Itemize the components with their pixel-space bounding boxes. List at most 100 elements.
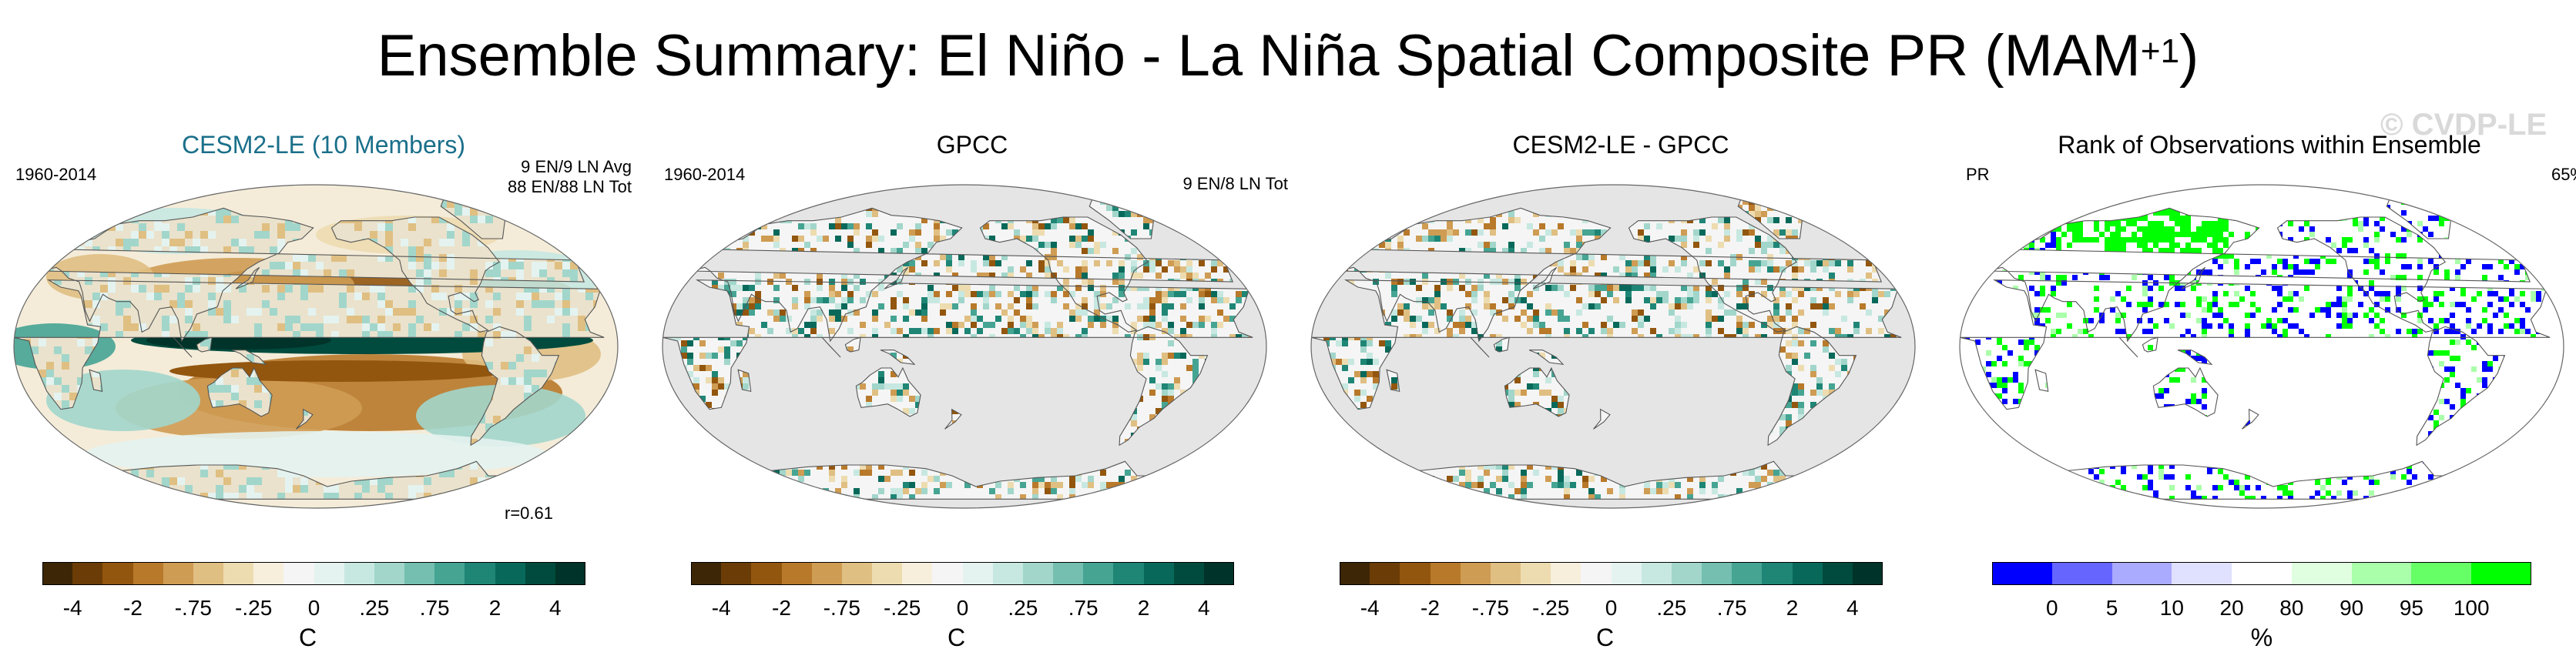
colorbar-swatch <box>691 562 722 585</box>
colorbar-tick-label: 2 <box>488 596 501 620</box>
colorbar-tick-label: 5 <box>2105 596 2118 620</box>
colorbar-swatch <box>751 562 782 585</box>
colorbar-tick-label: -.25 <box>235 596 273 620</box>
coastline-japan <box>2181 266 2206 289</box>
global-map <box>13 184 619 509</box>
colorbar-tick-label: .25 <box>1656 596 1687 620</box>
colorbar-swatch <box>193 562 224 585</box>
colorbar-swatch <box>2471 562 2532 585</box>
panel-difference: CESM2-LE - GPCC -4 -2 -.75 -.25 0 .25 .75 2 4 C <box>1305 123 1937 651</box>
panel-rank: Rank of Observations within Ensemble PR … <box>1954 123 2576 651</box>
colorbar-frame <box>1992 562 2531 585</box>
colorbar-tick-label: 0 <box>1605 596 1618 620</box>
colorbar-tick-label: -2 <box>1420 596 1440 620</box>
coastline-indonesia2 <box>196 336 213 353</box>
coastline-africa <box>1960 279 2551 410</box>
colorbar-swatch <box>2291 562 2353 585</box>
percent-label: 65% <box>2551 165 2576 184</box>
panel-cesm2-le: CESM2-LE (10 Members) 1960-2014 9 EN/9 L… <box>8 123 639 651</box>
colorbar-swatch <box>2172 562 2232 585</box>
period-label: 1960-2014 <box>664 165 746 184</box>
colorbar-swatch <box>872 562 903 585</box>
coastline-nz <box>296 408 314 430</box>
colorbar-swatch <box>555 562 586 585</box>
colorbar-swatch <box>1762 562 1793 585</box>
coastline-nz <box>1593 408 1611 430</box>
colorbar-swatch <box>902 562 933 585</box>
global-map <box>662 184 1267 509</box>
colorbar-swatch <box>1400 562 1431 585</box>
colorbar-tick-label: -.75 <box>1471 596 1509 620</box>
colorbar-tick-label: 100 <box>2453 596 2490 620</box>
coastline-indonesia2 <box>1493 336 1510 353</box>
colorbar-unit-label: C <box>298 624 317 651</box>
coastline-eurasia <box>1987 207 2531 343</box>
coastline-japan <box>1532 266 1558 289</box>
coastline-africa <box>1311 279 1902 410</box>
coastline-nz <box>2242 408 2259 430</box>
colorbar-tick-label: 0 <box>956 596 969 620</box>
coastline-indonesia3 <box>231 350 267 366</box>
colorbar-tick-label: 0 <box>2045 596 2058 620</box>
panel-gpcc: GPCC 1960-2014 9 EN/8 LN Tot -4 -2 -.75 -.2… <box>656 123 1288 651</box>
colorbar-swatch <box>932 562 963 585</box>
colorbar-tick-label: .75 <box>419 596 450 620</box>
coastline-africa <box>14 279 605 410</box>
colorbar-swatch <box>1340 562 1370 585</box>
coastline-eurasia <box>1338 207 1883 343</box>
map-border <box>1959 184 2564 509</box>
colorbar-swatch <box>102 562 133 585</box>
variable-label: PR <box>1966 165 1990 184</box>
panel-title: Rank of Observations within Ensemble <box>2058 131 2481 159</box>
colorbar-swatch <box>1641 562 1672 585</box>
colorbar-tick-label: .75 <box>1068 596 1098 620</box>
page-title: Ensemble Summary: El Niño - La Niña Spat… <box>377 23 2199 89</box>
coastline-madagascar <box>89 369 103 392</box>
colorbar-swatch <box>2232 562 2293 585</box>
colorbar-tick-label: -2 <box>772 596 791 620</box>
total-count: 88 EN/88 LN Tot <box>507 177 632 196</box>
colorbar-swatch <box>2111 562 2172 585</box>
colorbar-tick-label: 4 <box>549 596 562 620</box>
coastline-eurasia <box>41 207 585 343</box>
coastline-namerica <box>2276 216 2447 333</box>
coastline-namerica <box>1628 216 1798 333</box>
colorbar-swatch <box>2411 562 2472 585</box>
colorbar-unit-label: C <box>1595 624 1615 651</box>
coastline-samerica <box>2416 326 2506 447</box>
coastline-australia <box>855 366 921 417</box>
colorbar-swatch <box>72 562 103 585</box>
colorbar-swatch <box>1852 562 1883 585</box>
colorbar-swatch <box>1671 562 1702 585</box>
map-border <box>1310 184 1916 509</box>
coastline-japan <box>235 266 260 289</box>
coastline-namerica <box>330 216 501 333</box>
colorbar-swatch <box>781 562 813 585</box>
colorbar-swatch <box>1490 562 1521 585</box>
colorbar-tick-label: -.75 <box>823 596 860 620</box>
coastline-australia <box>2152 366 2219 417</box>
colorbar-swatch <box>1430 562 1461 585</box>
coastline-indonesia3 <box>880 350 916 366</box>
avg-count: 9 EN/9 LN Avg <box>521 157 632 176</box>
colorbar-swatch <box>1143 562 1175 585</box>
colorbar-swatch <box>1581 562 1612 585</box>
colorbar-swatch <box>1611 562 1642 585</box>
colorbar-swatch <box>525 562 556 585</box>
coastline-indonesia2 <box>2142 336 2158 353</box>
colorbar-swatch <box>1521 562 1551 585</box>
colorbar-swatch <box>253 562 284 585</box>
coastline-australia <box>1504 366 1570 417</box>
colorbar-swatch <box>283 562 314 585</box>
coastline-madagascar <box>1386 369 1400 392</box>
colorbar-tick-label: -2 <box>123 596 143 620</box>
coastline-indonesia3 <box>1528 350 1565 366</box>
colorbar-swatch <box>404 562 435 585</box>
colorbar-tick-label: .25 <box>1008 596 1038 620</box>
colorbar-swatch <box>1203 562 1235 585</box>
colorbar-swatch <box>465 562 495 585</box>
colorbar-swatch <box>132 562 164 585</box>
colorbar-swatch <box>1551 562 1581 585</box>
event-count-label: 9 EN/8 LN Tot <box>1182 174 1288 194</box>
colorbar-tick-label: -.25 <box>884 596 921 620</box>
